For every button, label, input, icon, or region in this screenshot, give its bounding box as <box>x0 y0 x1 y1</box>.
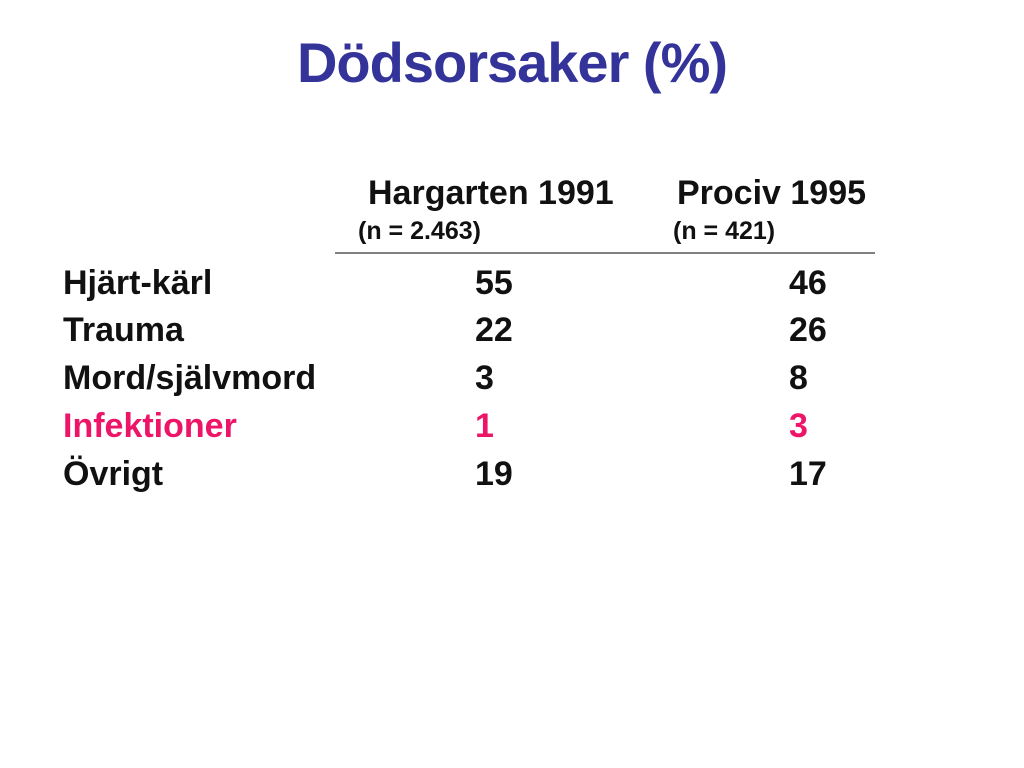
row-label: Mord/självmord <box>63 359 317 397</box>
row-label: Trauma <box>63 311 184 349</box>
row-value-prociv: 8 <box>789 359 808 397</box>
table-row: Övrigt 19 17 <box>0 457 1024 497</box>
column-header-hargarten: Hargarten 1991 <box>368 174 614 212</box>
row-value-hargarten: 19 <box>475 455 513 493</box>
header-divider-line <box>335 252 875 254</box>
column-n-prociv: (n = 421) <box>673 217 776 245</box>
row-value-prociv: 3 <box>789 407 808 445</box>
row-value-hargarten: 22 <box>475 311 513 349</box>
row-value-prociv: 46 <box>789 264 827 302</box>
row-value-prociv: 26 <box>789 311 827 349</box>
row-value-hargarten: 55 <box>475 264 513 302</box>
row-label: Hjärt-kärl <box>63 264 213 302</box>
table-row-highlighted: Infektioner 1 3 <box>0 409 1024 449</box>
row-value-prociv: 17 <box>789 455 827 493</box>
table-row: Trauma 22 26 <box>0 313 1024 353</box>
table-row: Hjärt-kärl 55 46 <box>0 266 1024 306</box>
slide-title: Dödsorsaker (%) <box>296 31 728 94</box>
table-row: Mord/självmord 3 8 <box>0 361 1024 401</box>
row-label: Infektioner <box>63 407 237 445</box>
row-value-hargarten: 1 <box>475 407 494 445</box>
column-n-hargarten: (n = 2.463) <box>358 217 481 245</box>
column-header-prociv: Prociv 1995 <box>677 174 867 212</box>
row-label: Övrigt <box>63 455 164 493</box>
row-value-hargarten: 3 <box>475 359 494 397</box>
